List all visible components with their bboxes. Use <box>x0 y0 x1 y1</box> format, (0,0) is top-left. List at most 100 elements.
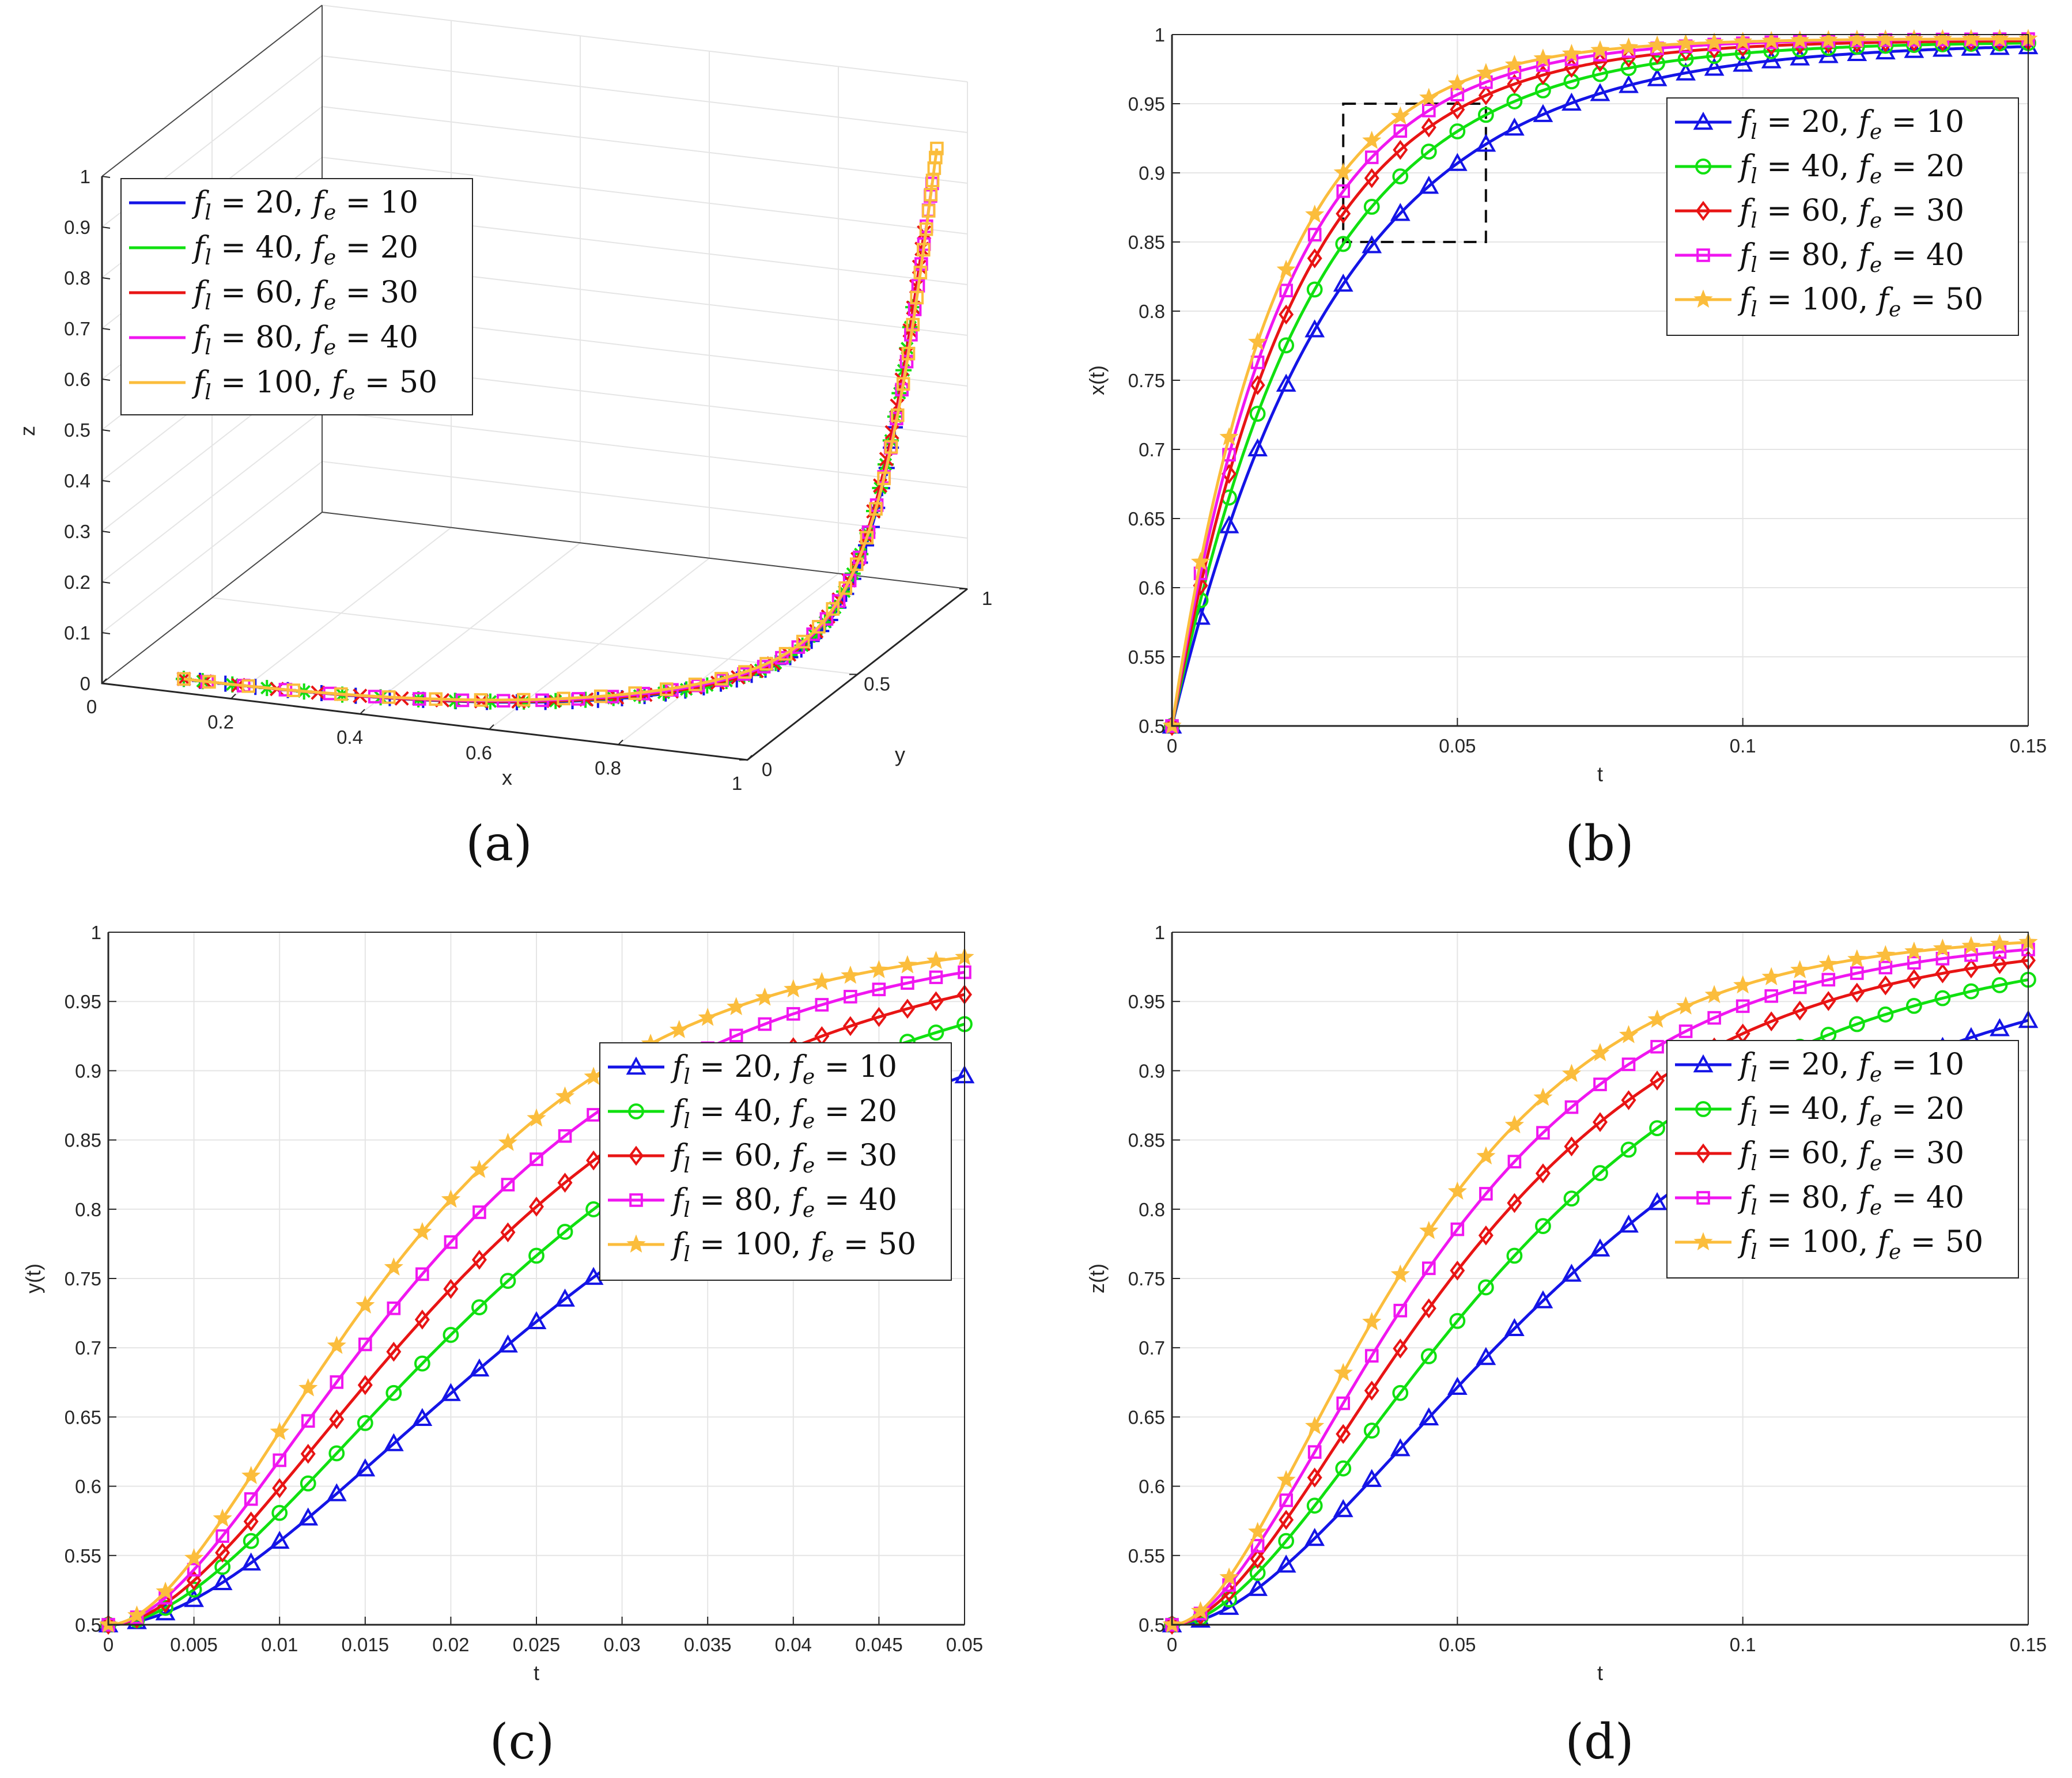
legend-equals: = <box>1882 105 1926 139</box>
legend-fe-value: 30 <box>859 1138 897 1173</box>
legend-e-subscript: e <box>324 291 336 315</box>
y-tick-label: 0.6 <box>75 1476 101 1497</box>
data-point <box>698 1008 717 1026</box>
legend-e-subscript: e <box>324 246 336 270</box>
y-tick-label: 0 <box>762 759 772 780</box>
legend-l-subscript: l <box>683 1198 690 1222</box>
legend-equals: = <box>690 1138 735 1173</box>
data-point <box>670 1020 689 1038</box>
grid-line-x <box>489 51 710 730</box>
legend-l-subscript: l <box>1750 1063 1757 1087</box>
legend-equals: = <box>1882 1136 1926 1171</box>
legend-e-subscript: e <box>1870 120 1882 144</box>
data-point <box>357 1375 373 1395</box>
series-s4 <box>1165 943 2035 1632</box>
data-point <box>1619 37 1639 56</box>
data-point <box>500 1273 516 1289</box>
grid-line-z <box>101 4 968 177</box>
data-point <box>1307 228 1322 242</box>
data-point <box>1335 236 1352 252</box>
legend-l-subscript: l <box>205 291 211 315</box>
trajectory-point <box>906 317 920 332</box>
legend-equals: = <box>834 1227 878 1262</box>
data-point <box>215 1542 230 1563</box>
data-point <box>241 1466 261 1484</box>
data-point <box>1276 373 1296 392</box>
y-tick-label: 0.65 <box>65 1406 101 1428</box>
data-point <box>273 1453 286 1467</box>
legend-equals: = <box>1882 1047 1926 1082</box>
legend-fl-value: 60 <box>1801 1136 1839 1171</box>
z-tick-label: 0.2 <box>64 572 90 593</box>
data-point <box>1818 954 1838 973</box>
legend-equals: = <box>1882 1092 1926 1126</box>
legend-e-subscript: e <box>1870 209 1882 233</box>
legend-e-subscript: e <box>1889 1240 1901 1264</box>
legend-marker <box>626 1234 646 1253</box>
data-point <box>1647 1192 1668 1210</box>
data-point <box>1905 997 1922 1014</box>
data-point <box>530 1152 543 1166</box>
trajectory-point <box>659 682 674 697</box>
data-point <box>298 1378 318 1397</box>
y-tick-label: 0.9 <box>75 1060 101 1081</box>
data-point <box>1247 1577 1268 1597</box>
legend-fl-value: 60 <box>1801 194 1839 228</box>
data-point <box>1219 1567 1239 1586</box>
data-point <box>1934 990 1951 1007</box>
z-tick-label: 0.1 <box>64 622 90 644</box>
trajectory-point <box>884 440 898 454</box>
data-point <box>1449 123 1466 139</box>
data-point <box>413 1222 432 1240</box>
legend-equals: = <box>690 1050 735 1084</box>
trajectory-point <box>842 573 857 588</box>
legend-comma: , <box>1840 238 1859 273</box>
legend-marker <box>629 1193 643 1207</box>
z-tick-label: 0.9 <box>64 217 90 238</box>
trajectory-point <box>930 141 944 156</box>
data-point <box>1278 1533 1295 1549</box>
data-point <box>1849 982 1865 1003</box>
y-tick-label: 0.75 <box>1128 370 1165 391</box>
data-point <box>270 1421 289 1440</box>
data-point <box>1305 205 1325 223</box>
data-point <box>1364 150 1379 164</box>
z-tick-mark <box>101 328 111 330</box>
data-point <box>1477 1279 1494 1296</box>
data-point <box>1649 1120 1665 1137</box>
z-tick-label: 0.5 <box>64 419 90 441</box>
x-tick-label: 0.1 <box>1730 1634 1756 1655</box>
legend-fe-value: 40 <box>1926 238 1964 273</box>
legend-e-subscript: e <box>803 1154 815 1178</box>
trajectory-point <box>869 502 883 516</box>
legend-equals: = <box>355 365 399 400</box>
legend-equals: = <box>1757 105 1802 139</box>
panel-label: (c) <box>490 1713 555 1770</box>
legend-comma: , <box>792 1227 811 1262</box>
legend: fl = 20, fe = 10 fl = 40, fe = 20 fl = 60,… <box>599 1042 952 1281</box>
data-point <box>1818 30 1838 48</box>
data-point <box>1479 1187 1493 1201</box>
trajectory-point <box>910 290 924 305</box>
data-point <box>1476 1346 1496 1365</box>
legend-e-subscript: e <box>803 1110 815 1133</box>
trajectory-point <box>890 408 905 422</box>
data-point <box>471 1299 487 1315</box>
data-point <box>1764 989 1778 1003</box>
y-tick-label: 0.85 <box>65 1130 101 1151</box>
legend-fl-value: 40 <box>1801 149 1839 184</box>
trajectory-point <box>796 634 810 649</box>
y-tick-label: 0.5 <box>75 1614 101 1636</box>
legend-fe-value: 10 <box>1926 105 1964 139</box>
legend-equals: = <box>1757 282 1802 317</box>
data-point <box>1419 1407 1439 1425</box>
data-point <box>901 976 914 990</box>
data-point <box>1533 48 1553 67</box>
y-tick-label: 0.6 <box>1139 577 1165 599</box>
data-point <box>184 1548 204 1567</box>
data-point <box>1533 1087 1553 1106</box>
data-point <box>727 997 746 1016</box>
data-point <box>212 1572 233 1590</box>
trajectory-point <box>286 683 301 697</box>
data-point <box>1250 375 1265 395</box>
